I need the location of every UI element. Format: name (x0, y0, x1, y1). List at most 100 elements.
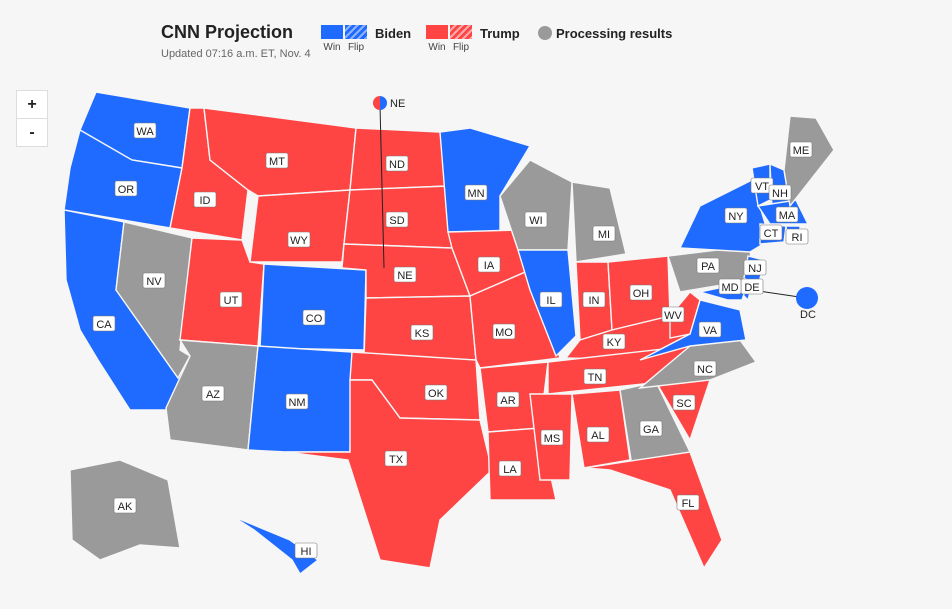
state-label-nd: ND (385, 155, 409, 172)
state-wy[interactable] (249, 189, 351, 263)
svg-text:ND: ND (389, 159, 405, 171)
state-label-ca: CA (92, 315, 116, 332)
svg-text:MD: MD (721, 282, 738, 294)
page-title: CNN Projection (161, 22, 294, 42)
state-label-in: IN (582, 291, 606, 308)
state-label-or: OR (114, 180, 138, 197)
state-mi[interactable] (571, 181, 627, 263)
svg-text:HI: HI (301, 546, 312, 558)
biden-flip-label: Flip (347, 42, 365, 53)
state-fl[interactable] (583, 451, 723, 570)
biden-legend-name: Biden (375, 26, 412, 41)
state-label-tn: TN (583, 368, 607, 385)
state-label-vt: VT (750, 177, 774, 194)
biden-flip-swatch (345, 25, 367, 39)
state-label-pa: PA (696, 257, 720, 274)
state-label-nc: NC (693, 360, 717, 377)
state-label-sc: SC (672, 394, 696, 411)
svg-text:KS: KS (415, 328, 430, 340)
svg-text:IL: IL (546, 295, 555, 307)
state-label-wi: WI (524, 211, 548, 228)
state-label-ky: KY (602, 333, 626, 350)
svg-text:SC: SC (676, 398, 691, 410)
state-label-mt: MT (265, 152, 289, 169)
state-label-la: LA (498, 460, 522, 477)
state-label-al: AL (586, 426, 610, 443)
trump-flip-label: Flip (452, 42, 470, 53)
state-wi[interactable] (499, 159, 573, 251)
svg-text:MS: MS (544, 433, 561, 445)
state-label-va: VA (698, 321, 722, 338)
zoom-out-button[interactable]: - (16, 118, 48, 147)
svg-text:IN: IN (589, 295, 600, 307)
state-co[interactable] (259, 263, 367, 351)
svg-text:DE: DE (744, 282, 759, 294)
state-label-ok: OK (424, 384, 448, 401)
svg-text:CO: CO (306, 313, 323, 325)
state-label-fl: FL (676, 494, 700, 511)
state-label-tx: TX (384, 450, 408, 467)
state-label-ms: MS (540, 429, 564, 446)
svg-text:MI: MI (598, 229, 610, 241)
svg-text:GA: GA (643, 424, 660, 436)
svg-text:UT: UT (224, 295, 239, 307)
svg-text:SD: SD (389, 215, 404, 227)
ne-split-marker[interactable] (373, 96, 387, 110)
svg-text:MT: MT (269, 156, 285, 168)
state-label-ne: NE (393, 266, 417, 283)
svg-text:OR: OR (118, 184, 135, 196)
state-label-il: IL (539, 291, 563, 308)
state-tx[interactable] (285, 379, 493, 569)
state-label-ny: NY (724, 207, 748, 224)
svg-text:IA: IA (484, 260, 495, 272)
state-label-mn: MN (464, 184, 488, 201)
trump-legend-name: Trump (480, 26, 520, 41)
state-label-co: CO (302, 309, 326, 326)
state-me[interactable] (783, 115, 835, 208)
svg-text:AZ: AZ (206, 389, 220, 401)
svg-text:RI: RI (792, 232, 803, 244)
state-label-wa: WA (133, 122, 157, 139)
zoom-in-button[interactable]: + (16, 90, 48, 119)
svg-text:ID: ID (200, 195, 211, 207)
state-label-nj: NJ (743, 259, 767, 276)
svg-text:AR: AR (500, 395, 515, 407)
state-label-wv: WV (661, 306, 685, 323)
ne-split-leader-line (379, 104, 385, 269)
state-label-ia: IA (477, 256, 501, 273)
processing-legend-name: Processing results (556, 26, 673, 41)
svg-text:NY: NY (728, 211, 744, 223)
legend-biden: Win Flip Biden (321, 25, 411, 53)
svg-text:NJ: NJ (748, 263, 761, 275)
state-label-nm: NM (285, 393, 309, 410)
svg-text:MN: MN (467, 188, 484, 200)
trump-win-label: Win (428, 42, 446, 53)
state-label-ri: RI (785, 228, 809, 245)
svg-text:WV: WV (664, 310, 682, 322)
state-hi[interactable] (231, 515, 320, 576)
svg-text:VA: VA (703, 325, 718, 337)
svg-text:NE: NE (397, 270, 412, 282)
svg-text:WA: WA (136, 126, 154, 138)
state-wv[interactable] (669, 291, 701, 339)
svg-text:KY: KY (607, 337, 622, 349)
svg-text:MA: MA (779, 210, 796, 222)
dc-marker[interactable] (796, 287, 818, 309)
state-label-ut: UT (219, 291, 243, 308)
svg-text:WI: WI (529, 215, 542, 227)
svg-text:TX: TX (389, 454, 404, 466)
state-label-nh: NH (768, 184, 792, 201)
trump-flip-swatch (450, 25, 472, 39)
state-label-mo: MO (492, 323, 516, 340)
updated-timestamp: Updated 07:16 a.m. ET, Nov. 4 (161, 48, 311, 60)
svg-text:WY: WY (290, 235, 308, 247)
svg-text:MO: MO (495, 327, 513, 339)
state-label-mi: MI (592, 225, 616, 242)
svg-text:TN: TN (588, 372, 603, 384)
svg-text:FL: FL (682, 498, 695, 510)
svg-text:AK: AK (118, 501, 133, 513)
processing-swatch (538, 26, 552, 40)
svg-text:NH: NH (772, 188, 788, 200)
state-label-wy: WY (287, 231, 311, 248)
